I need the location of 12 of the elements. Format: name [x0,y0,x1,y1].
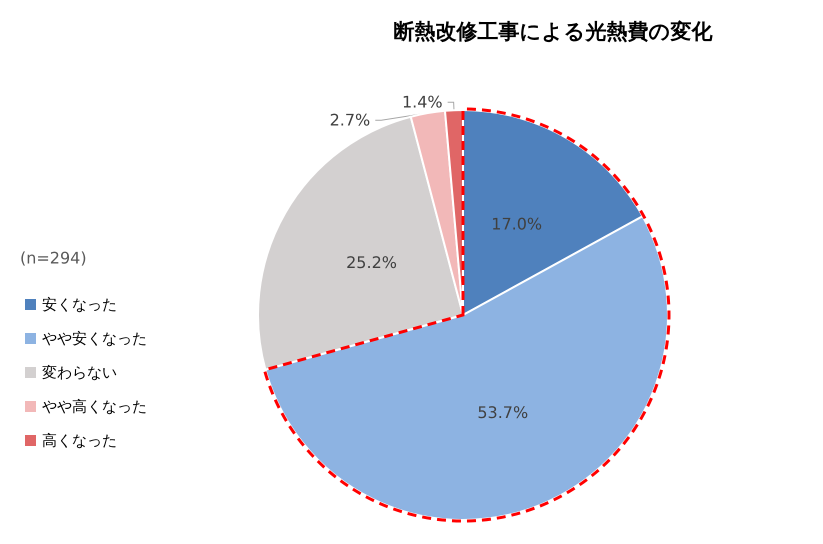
legend-label: 高くなった [42,432,117,450]
data-label: 17.0% [491,214,542,234]
data-label: 2.7% [330,110,370,130]
data-label: 25.2% [346,252,397,272]
legend-title: (n=294) [20,248,87,268]
data-label: 53.7% [477,403,528,422]
legend-label: 安くなった [42,296,117,314]
legend-label: やや高くなった [42,398,147,416]
legend-label: やや安くなった [42,330,147,348]
data-label: 1.4% [402,92,443,112]
legend-label: 変わらない [42,364,117,382]
chart-title: 断熱改修工事による光熱費の変化 [394,20,714,44]
